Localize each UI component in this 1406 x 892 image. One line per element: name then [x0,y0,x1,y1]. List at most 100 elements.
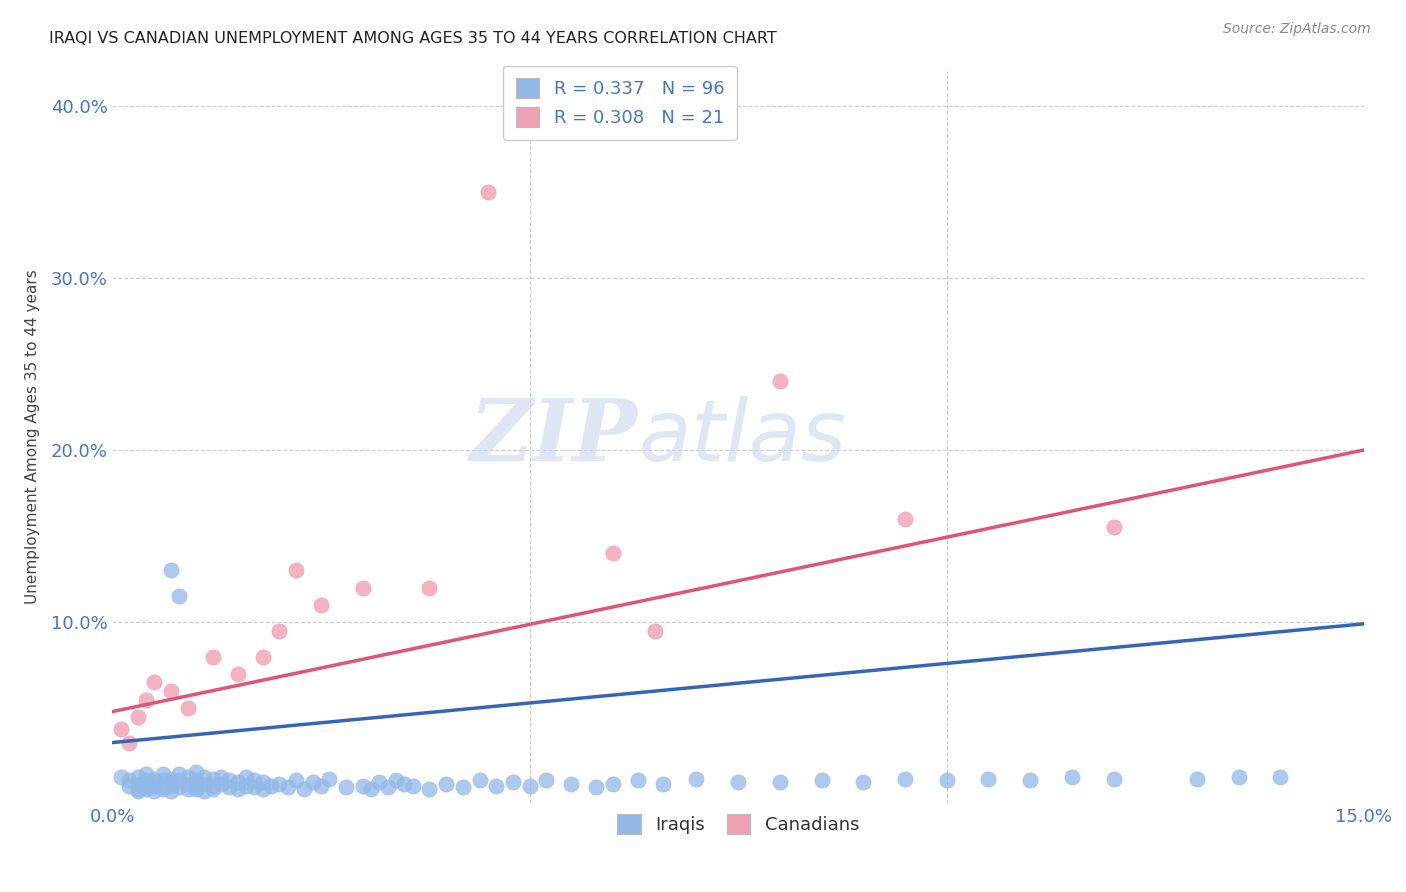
Point [160,779,183,793]
Point [160,775,183,789]
Point [627,773,650,788]
Point [135,692,157,706]
Point [894,772,917,786]
Point [519,779,541,793]
Text: IRAQI VS CANADIAN UNEMPLOYMENT AMONG AGES 35 TO 44 YEARS CORRELATION CHART: IRAQI VS CANADIAN UNEMPLOYMENT AMONG AGE… [49,31,778,46]
Point [1102,772,1125,786]
Point [402,779,425,793]
Point [235,770,257,784]
Point [309,598,332,612]
Point [110,770,132,784]
Point [226,666,249,681]
Point [852,775,875,789]
Point [477,185,499,199]
Point [184,773,207,788]
Point [135,773,157,788]
Point [218,773,240,788]
Point [269,777,291,791]
Point [394,777,416,791]
Point [226,782,249,797]
Point [368,775,391,789]
Point [385,773,408,788]
Point [226,775,249,789]
Point [285,773,308,788]
Point [193,770,215,784]
Point [235,779,257,793]
Point [143,675,166,690]
Point [201,779,224,793]
Point [209,777,232,791]
Legend: Iraqis, Canadians: Iraqis, Canadians [606,804,870,845]
Point [602,777,624,791]
Point [1102,520,1125,534]
Point [810,773,832,788]
Point [135,782,157,797]
Point [560,777,582,791]
Point [135,780,157,795]
Point [193,783,215,797]
Point [585,780,607,795]
Point [977,772,1000,786]
Point [485,779,508,793]
Point [143,783,166,797]
Point [201,772,224,786]
Point [201,649,224,664]
Point [468,773,491,788]
Point [652,777,675,791]
Point [335,780,357,795]
Point [277,780,299,795]
Point [644,624,666,638]
Point [167,773,190,788]
Point [184,764,207,779]
Point [184,782,207,797]
Point [127,777,149,791]
Point [143,772,166,786]
Point [127,783,149,797]
Point [152,766,174,780]
Point [167,780,190,795]
Point [160,564,183,578]
Point [360,782,382,797]
Point [176,782,198,797]
Point [285,564,308,578]
Point [935,773,957,788]
Point [434,777,457,791]
Point [769,775,792,789]
Point [1227,770,1250,784]
Point [160,772,183,786]
Point [602,546,624,560]
Point [309,779,332,793]
Point [301,775,323,789]
Y-axis label: Unemployment Among Ages 35 to 44 years: Unemployment Among Ages 35 to 44 years [25,269,39,605]
Point [110,722,132,736]
Point [176,777,198,791]
Point [352,779,374,793]
Point [252,775,274,789]
Point [418,782,440,797]
Point [252,782,274,797]
Point [243,773,266,788]
Point [176,701,198,715]
Point [318,772,340,786]
Point [127,770,149,784]
Point [894,512,917,526]
Point [143,779,166,793]
Point [536,773,558,788]
Point [243,780,266,795]
Point [727,775,749,789]
Point [1019,773,1042,788]
Point [685,772,707,786]
Point [176,770,198,784]
Point [193,777,215,791]
Point [451,780,474,795]
Point [118,735,141,749]
Point [118,779,141,793]
Point [118,773,141,788]
Point [769,374,792,388]
Point [152,773,174,788]
Point [160,783,183,797]
Point [252,649,274,664]
Point [209,770,232,784]
Point [1060,770,1083,784]
Text: ZIP: ZIP [470,395,638,479]
